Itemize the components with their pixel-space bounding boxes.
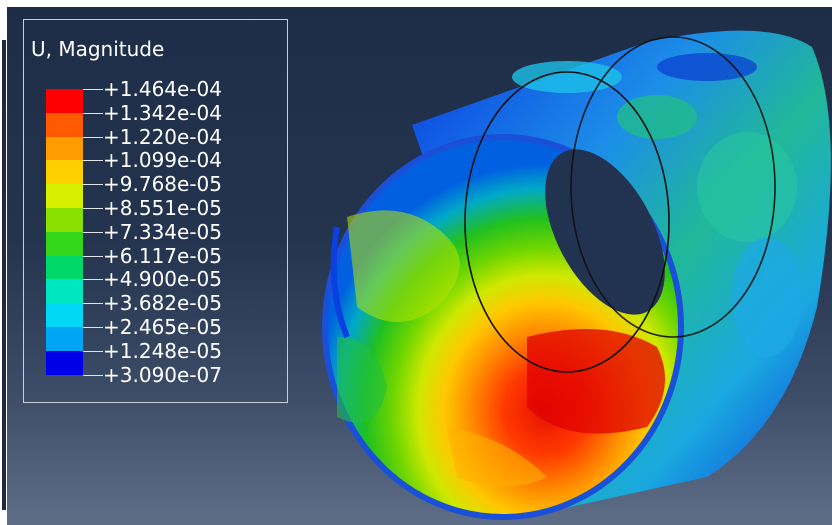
legend-label: +4.900e-05 [103,267,222,292]
legend-swatch [46,231,83,256]
legend-tick [83,136,103,138]
legend-swatch [46,327,83,351]
legend-swatch [46,350,83,375]
legend-panel [23,19,288,403]
legend-swatch [46,136,83,161]
legend-tick [83,255,103,257]
legend-tick [83,374,103,376]
legend-tick [83,184,103,186]
legend-label: +1.099e-04 [103,148,222,173]
legend-tick [83,112,103,114]
legend-tick [83,350,103,352]
legend-label: +6.117e-05 [103,243,222,268]
legend-tick [83,208,103,209]
legend-swatch [46,112,83,137]
legend-tick [83,231,103,233]
legend-label: +1.248e-05 [103,338,222,363]
legend-swatch [46,255,83,280]
legend-swatch [46,160,83,185]
legend-swatch [46,184,83,208]
legend-tick [83,160,103,162]
legend-tick [83,89,103,90]
legend-swatch [46,89,83,113]
legend-label: +9.768e-05 [103,172,222,197]
legend-label: +8.551e-05 [103,196,222,220]
legend-label: +7.334e-05 [103,219,222,244]
viewport[interactable]: U, Magnitude +1.464e-04 +1.342e-04 +1.220e… [7,7,832,525]
legend-swatch [46,208,83,232]
legend-label: +1.220e-04 [103,124,222,149]
legend-label: +1.342e-04 [103,100,222,125]
legend-tick [83,327,103,328]
legend-tick [83,303,103,305]
legend-label: +2.465e-05 [103,315,222,339]
cylinder-contour-plot[interactable] [7,7,832,525]
legend-title: U, Magnitude [31,37,165,61]
legend-tick [83,279,103,281]
legend-label: +1.464e-04 [103,77,222,101]
legend-label: +3.090e-07 [103,362,222,387]
left-edge-strip [0,0,7,525]
legend-label: +3.682e-05 [103,291,222,316]
legend-swatch [46,303,83,327]
legend-swatch [46,279,83,304]
